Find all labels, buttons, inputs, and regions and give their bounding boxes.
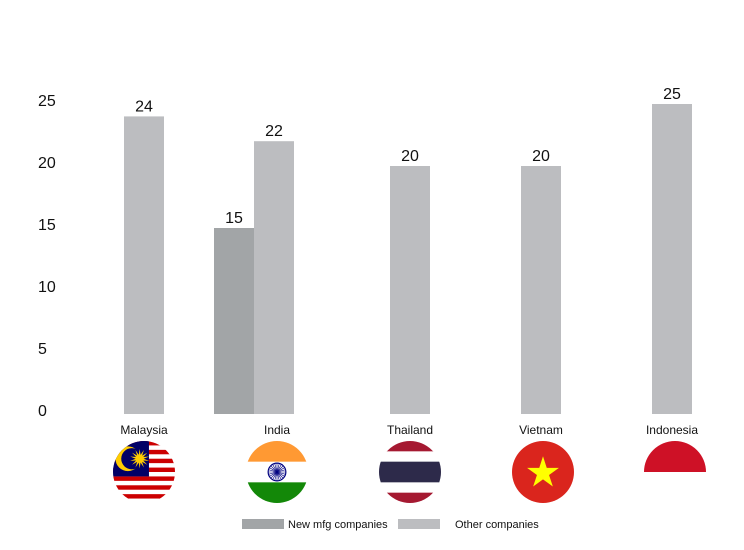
legend-swatch-new-mfg-companies bbox=[242, 519, 284, 529]
y-tick-label-15: 15 bbox=[38, 217, 56, 234]
indonesia-flag-icon bbox=[644, 441, 706, 503]
data-label-other-indonesia: 25 bbox=[663, 86, 681, 103]
bar-other-thailand bbox=[390, 166, 430, 414]
data-label-new-mfg-india: 15 bbox=[225, 210, 243, 227]
y-tick-label-10: 10 bbox=[38, 279, 56, 296]
category-label-vietnam: Vietnam bbox=[519, 423, 563, 437]
category-label-thailand: Thailand bbox=[387, 423, 433, 437]
thailand-flag-icon bbox=[379, 441, 441, 503]
legend-label-other-companies: Other companies bbox=[455, 519, 539, 531]
y-tick-label-5: 5 bbox=[38, 341, 47, 358]
y-tick-label-0: 0 bbox=[38, 403, 47, 420]
category-label-india: India bbox=[264, 423, 290, 437]
india-flag-icon bbox=[246, 441, 308, 503]
legend: New mfg companies Other companies bbox=[242, 519, 539, 531]
category-label-indonesia: Indonesia bbox=[646, 423, 698, 437]
data-label-other-malaysia: 24 bbox=[135, 98, 153, 115]
vietnam-flag-icon bbox=[512, 441, 574, 503]
category-label-malaysia: Malaysia bbox=[120, 423, 168, 437]
y-axis-ticks: 0 5 10 15 20 25 bbox=[38, 93, 56, 420]
legend-swatch-other-companies bbox=[398, 519, 440, 529]
data-label-other-thailand: 20 bbox=[401, 148, 419, 165]
bar-other-malaysia bbox=[124, 116, 164, 415]
malaysia-flag-icon bbox=[113, 441, 175, 503]
bar-other-india bbox=[254, 141, 294, 414]
bars bbox=[124, 104, 692, 415]
data-labels: 24 15 22 20 20 25 bbox=[135, 86, 681, 227]
bar-other-indonesia bbox=[652, 104, 692, 414]
category-labels: Malaysia India Thailand Vietnam Indonesia bbox=[120, 423, 698, 437]
bar-new-mfg-india bbox=[214, 228, 254, 414]
legend-label-new-mfg-companies: New mfg companies bbox=[288, 519, 388, 531]
y-tick-label-20: 20 bbox=[38, 155, 56, 172]
y-tick-label-25: 25 bbox=[38, 93, 56, 110]
country-flags bbox=[113, 441, 706, 503]
data-label-other-india: 22 bbox=[265, 123, 283, 140]
data-label-other-vietnam: 20 bbox=[532, 148, 550, 165]
bar-other-vietnam bbox=[521, 166, 561, 414]
